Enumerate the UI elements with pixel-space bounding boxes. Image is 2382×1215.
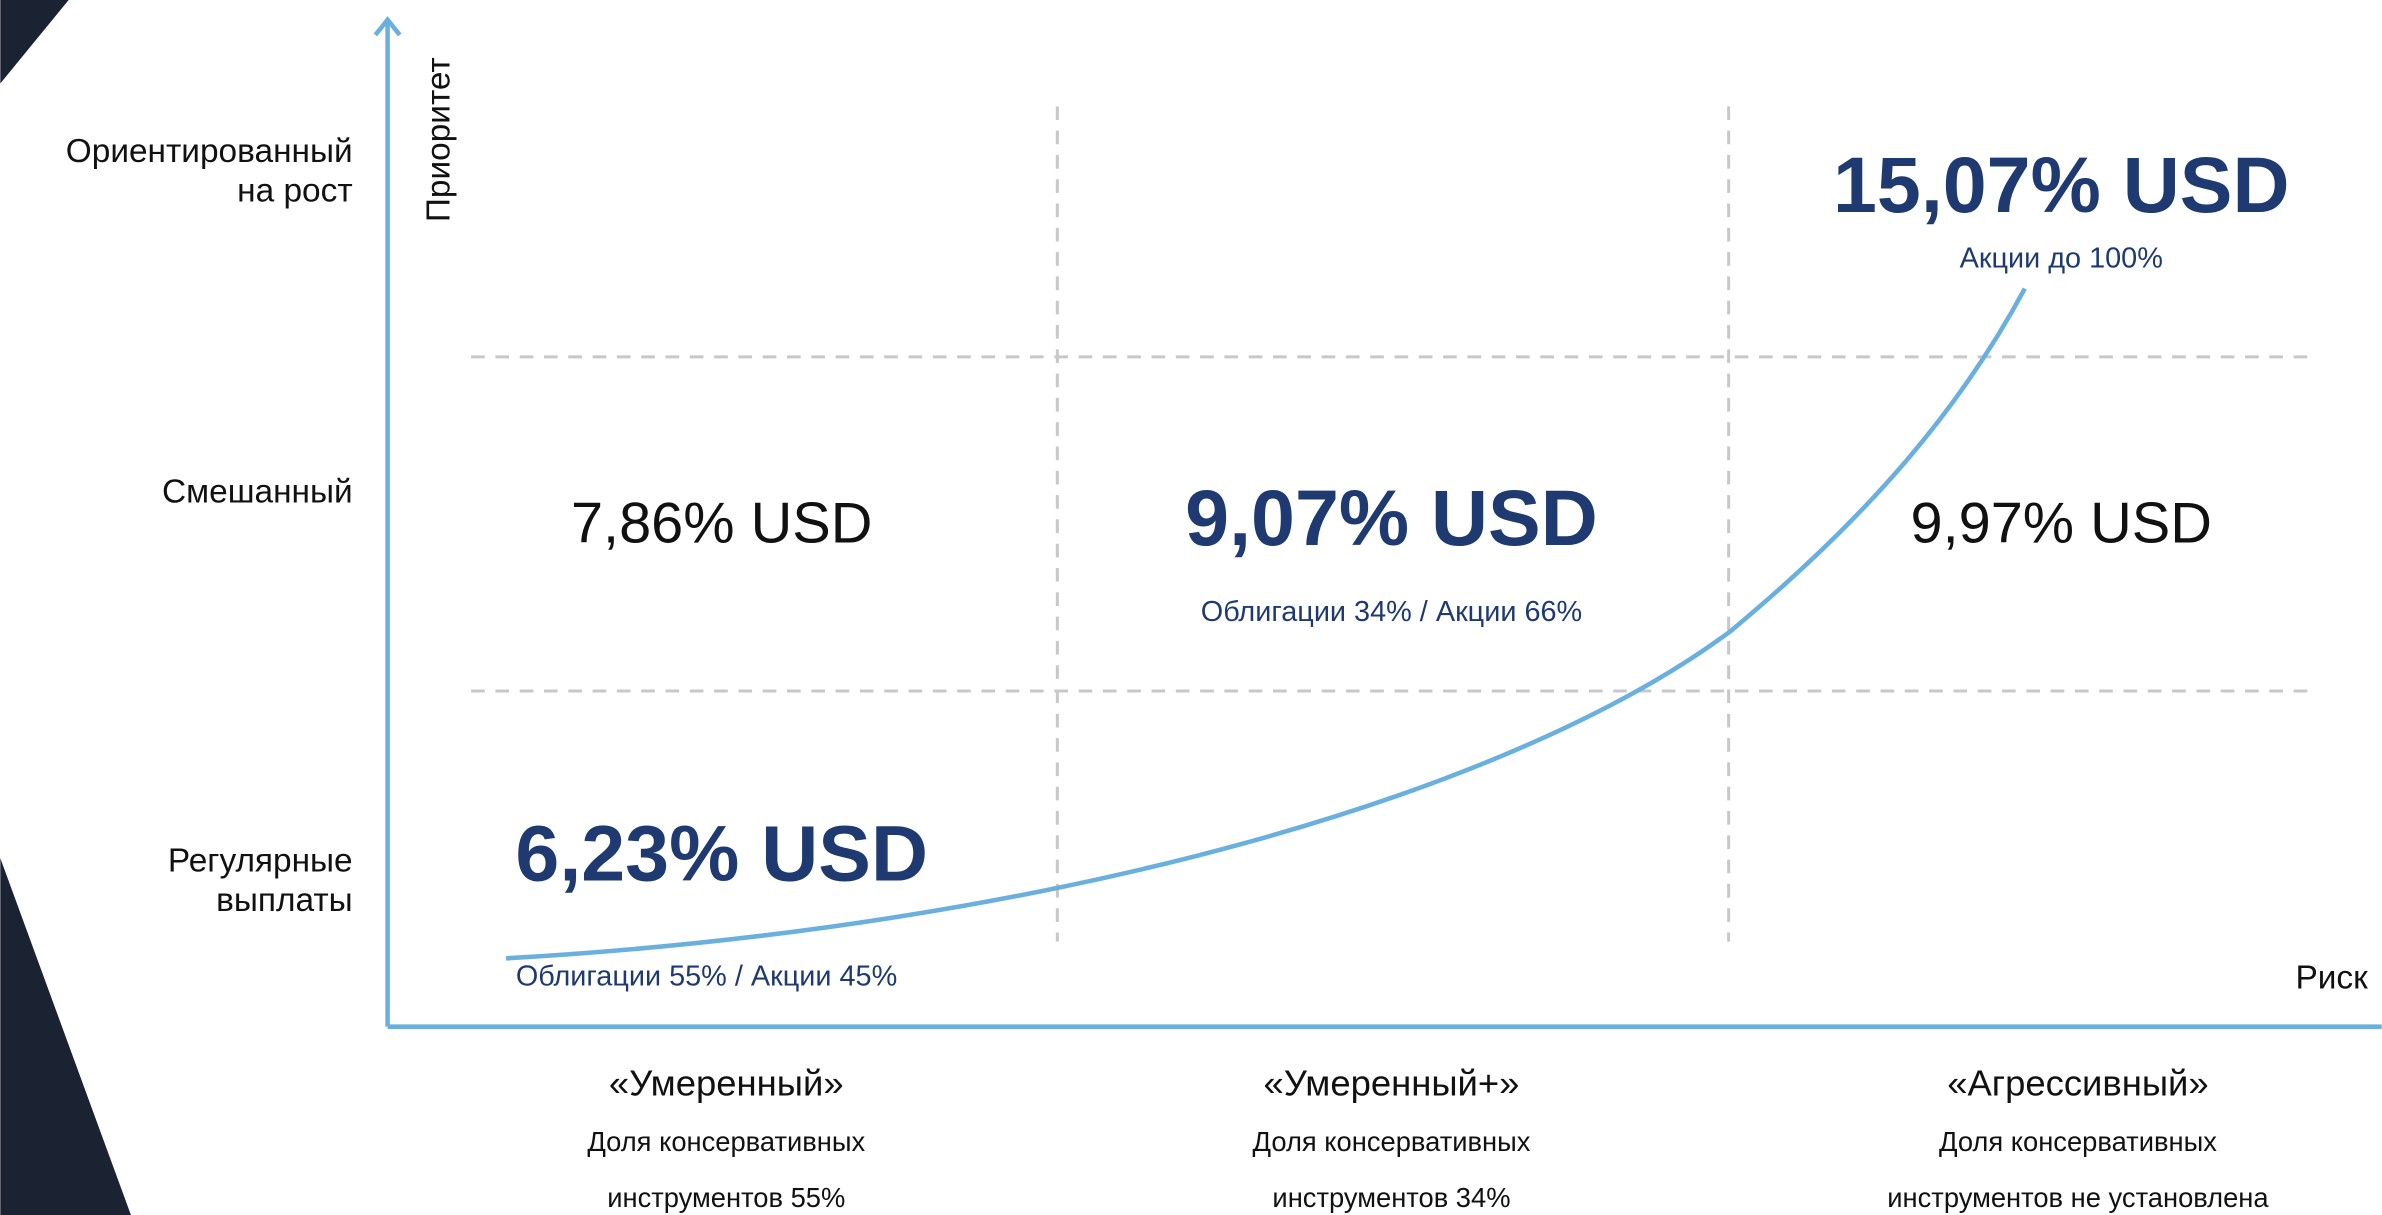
cell-note: Акции до 100% bbox=[1960, 242, 2163, 274]
cell-value: 9,07% USD bbox=[1185, 474, 1598, 562]
cell-value: 6,23% USD bbox=[515, 809, 928, 897]
column-desc: Доля консервативных bbox=[1939, 1126, 2217, 1157]
row-label: Ориентированный bbox=[66, 133, 353, 170]
column-desc: инструментов не установлена bbox=[1887, 1182, 2269, 1213]
column-name: «Умеренный+» bbox=[1263, 1063, 1519, 1104]
row-label: Регулярные bbox=[168, 842, 353, 879]
x-axis-label: Риск bbox=[2295, 959, 2368, 996]
cell-value: 9,97% USD bbox=[1911, 491, 2212, 555]
cell-value: 7,86% USD bbox=[571, 491, 872, 555]
cell-note: Облигации 55% / Акции 45% bbox=[516, 961, 897, 993]
risk-curve bbox=[505, 287, 2027, 961]
column-desc: инструментов 34% bbox=[1272, 1182, 1510, 1213]
row-label: на рост bbox=[237, 173, 352, 210]
column-desc: Доля консервативных bbox=[1253, 1126, 1531, 1157]
column-name: «Умеренный» bbox=[609, 1063, 844, 1104]
column-desc: Доля консервативных bbox=[587, 1126, 865, 1157]
corner-shape bbox=[0, 858, 131, 1215]
column-name: «Агрессивный» bbox=[1947, 1063, 2208, 1104]
cell-value: 15,07% USD bbox=[1833, 141, 2290, 229]
row-label: Смешанный bbox=[162, 473, 353, 510]
axes bbox=[373, 16, 2382, 1029]
column-desc: инструментов 55% bbox=[607, 1182, 845, 1213]
grid bbox=[471, 106, 2309, 942]
corner-shape bbox=[0, 0, 69, 84]
row-label: выплаты bbox=[216, 882, 353, 919]
y-axis-label: Приоритет bbox=[421, 57, 458, 222]
cell-note: Облигации 34% / Акции 66% bbox=[1201, 596, 1582, 628]
